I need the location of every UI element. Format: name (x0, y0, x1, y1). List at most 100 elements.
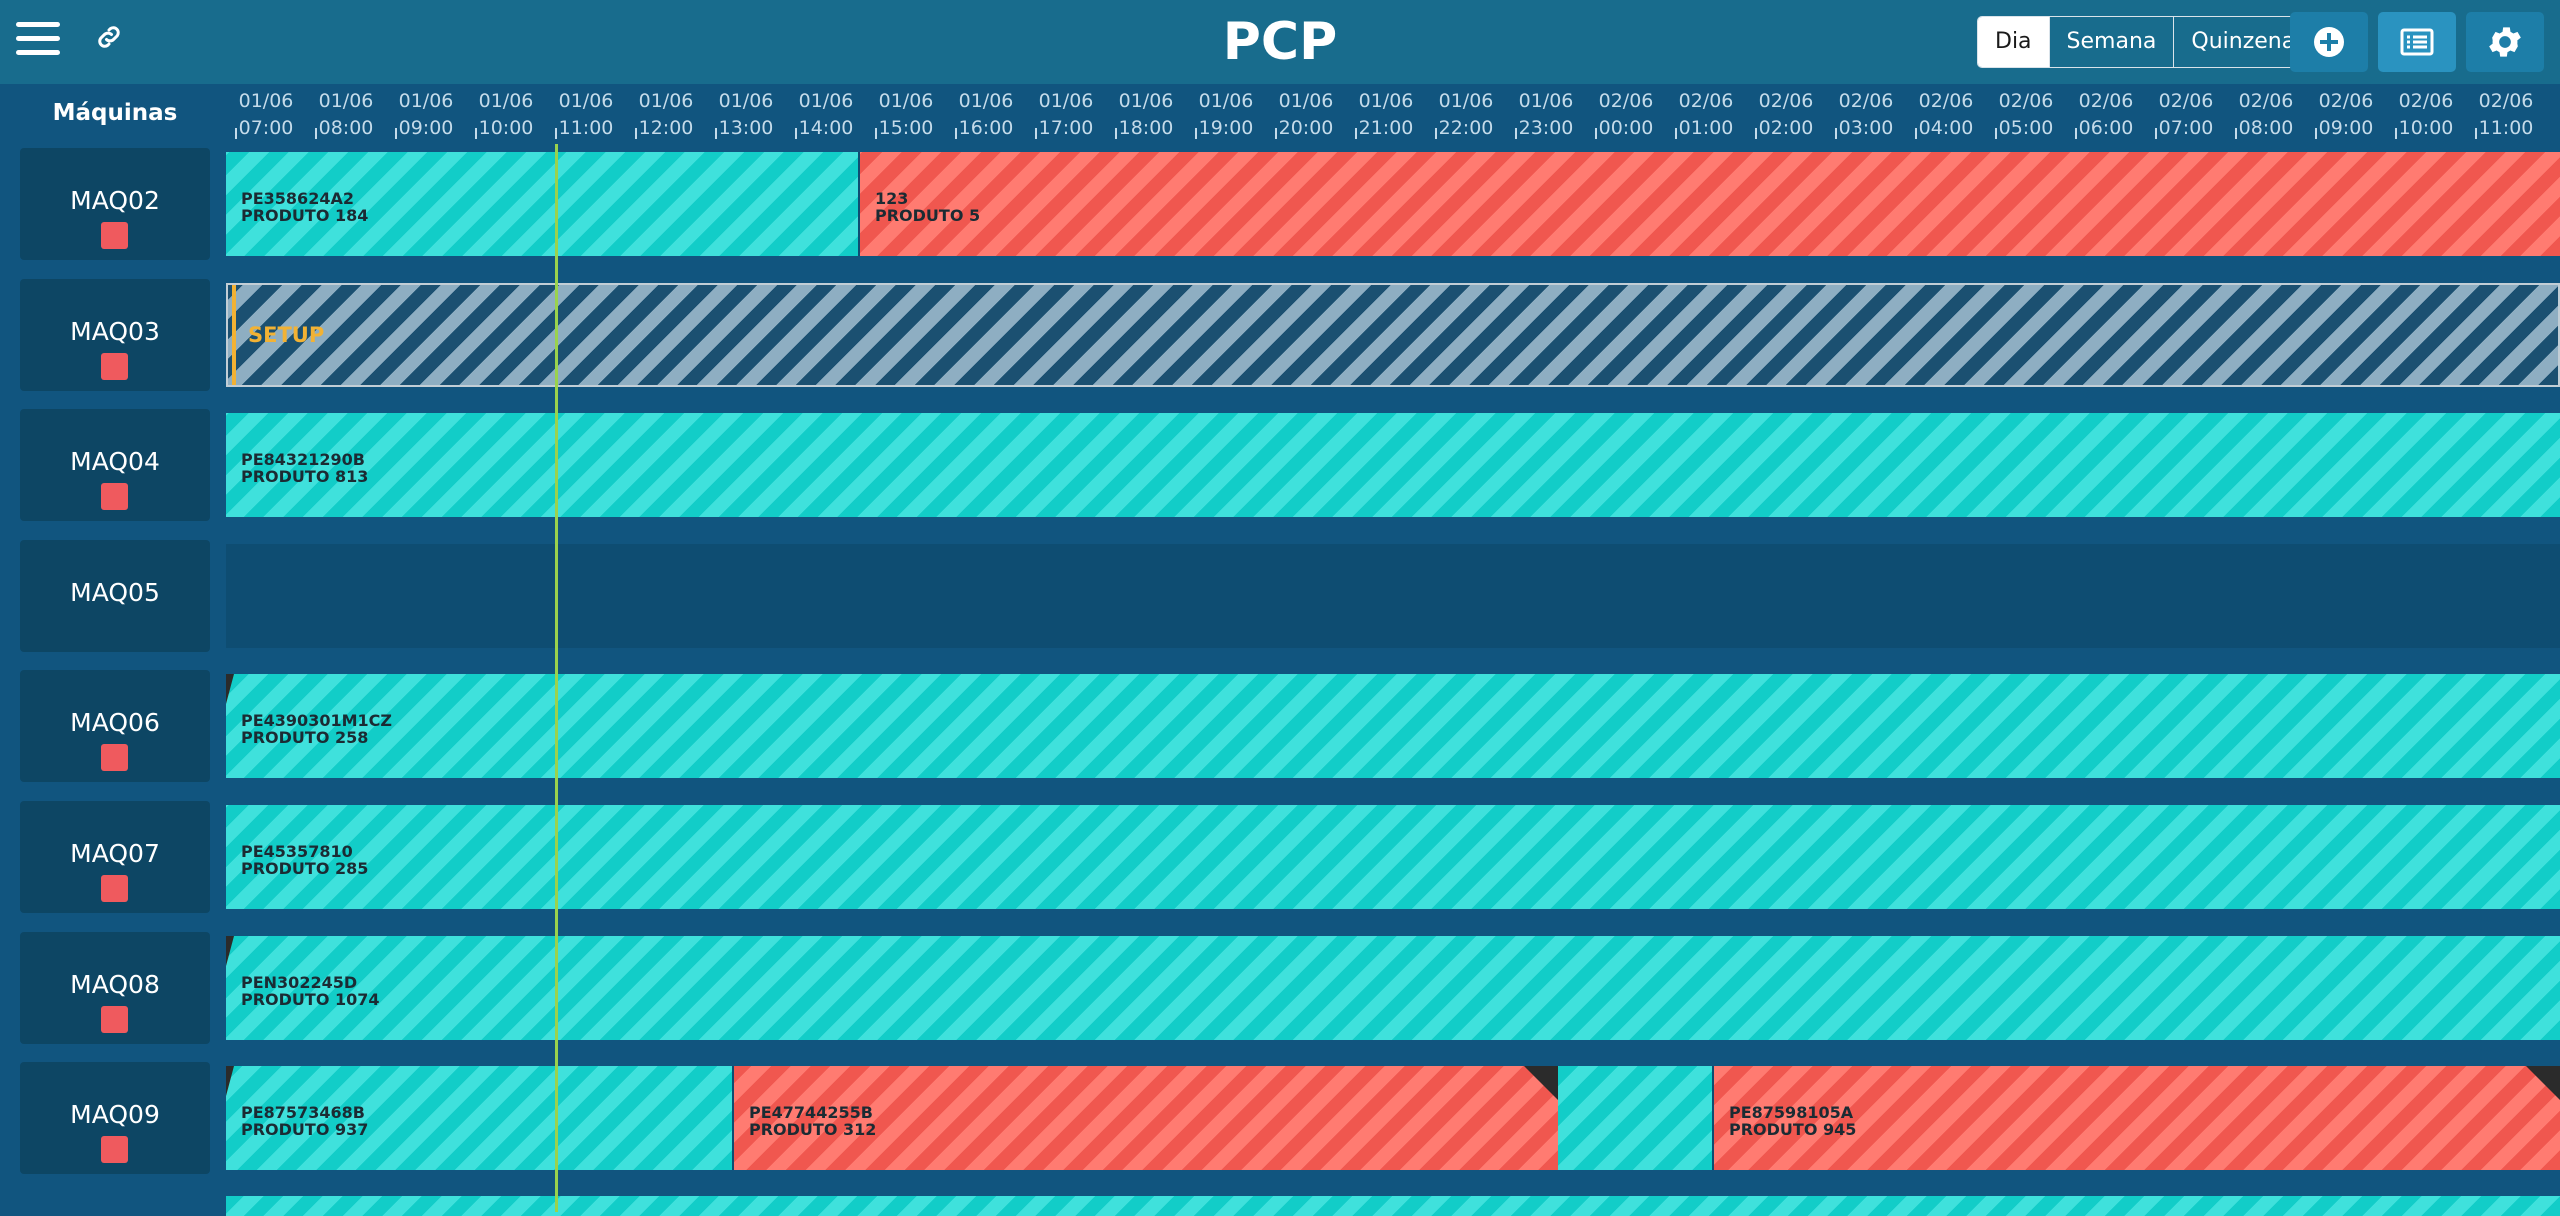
job-label: 123 PRODUTO 5 (875, 190, 980, 224)
tick-time: 22:00 (1438, 117, 1494, 139)
tick-time: 06:00 (2078, 117, 2134, 139)
view-day-button[interactable]: Dia (1978, 17, 2049, 67)
tick-mark (555, 128, 557, 139)
tick-date: 02/06 (2078, 90, 2134, 112)
machine-card[interactable]: MAQ07 (20, 801, 210, 913)
tick-date: 01/06 (238, 90, 294, 112)
job-order-code: PE87598105A (1729, 1103, 1854, 1123)
tick-mark (1595, 128, 1597, 139)
add-button[interactable] (2290, 12, 2368, 72)
tick-time: 07:00 (238, 117, 294, 139)
production-job[interactable]: PE358624A2 PRODUTO 184 (226, 152, 858, 256)
machine-lane: PE84321290B PRODUTO 813 (226, 413, 2560, 518)
tick-time: 23:00 (1518, 117, 1574, 139)
production-job[interactable]: 123 PRODUTO 5 (858, 152, 2560, 256)
job-product-name: PRODUTO 285 (241, 859, 369, 878)
time-tick-label: 01/06 10:00 (466, 88, 546, 142)
link-icon[interactable] (94, 22, 124, 52)
current-time-indicator (555, 144, 558, 1212)
setup-block[interactable]: SETUP (226, 282, 2560, 387)
time-tick-label: 02/06 06:00 (2066, 88, 2146, 142)
production-job[interactable]: PE45357810 PRODUTO 285 (226, 805, 2560, 909)
tick-mark (2235, 128, 2237, 139)
job-product-name: PRODUTO 1074 (241, 989, 380, 1009)
tick-mark (1115, 128, 1117, 139)
time-tick-label: 01/06 20:00 (1266, 88, 1346, 142)
production-job[interactable]: PE84321290B PRODUTO 813 (226, 413, 2560, 518)
machine-row: MAQ04 PE84321290B PRODUTO 813 (0, 409, 2560, 522)
view-toggle: Dia Semana Quinzena (1977, 16, 2314, 68)
tick-mark (955, 128, 957, 139)
tick-mark (715, 128, 717, 139)
machine-card[interactable]: MAQ05 (20, 539, 210, 652)
time-tick-label: 01/06 13:00 (706, 88, 786, 142)
list-button[interactable] (2378, 12, 2456, 72)
job-order-code: PE84321290B (241, 450, 365, 470)
tick-date: 02/06 (1998, 90, 2054, 112)
time-tick-label: 02/06 09:00 (2306, 88, 2386, 142)
tick-time: 08:00 (318, 117, 374, 139)
tick-mark (475, 128, 477, 139)
tick-time: 21:00 (1358, 117, 1414, 139)
machine-card[interactable]: MAQ03 (20, 278, 210, 391)
job-start-marker (226, 1066, 234, 1097)
machine-row: MAQ08 PEN302245D PRODUTO 1074 (0, 931, 2560, 1044)
tick-time: 09:00 (2318, 117, 2374, 139)
tick-time: 11:00 (558, 117, 614, 139)
production-job[interactable]: PEN302245D PRODUTO 1074 (226, 935, 2560, 1040)
tick-mark (1755, 128, 1757, 139)
tick-mark (2075, 128, 2077, 139)
time-tick-label: 01/06 12:00 (626, 88, 706, 142)
time-tick-label: 01/06 19:00 (1186, 88, 1266, 142)
machine-name: MAQ03 (70, 316, 160, 346)
tick-time: 17:00 (1038, 117, 1094, 139)
tick-mark (2395, 128, 2397, 139)
tick-time: 20:00 (1278, 117, 1334, 139)
tick-mark (315, 128, 317, 139)
tick-date: 01/06 (1118, 90, 1174, 112)
tick-mark (1915, 128, 1917, 139)
machine-row: MAQ06 PE4390301M1CZ PRODUTO 258 (0, 670, 2560, 783)
machine-card[interactable]: MAQ08 (20, 931, 210, 1044)
tick-date: 01/06 (1438, 90, 1494, 112)
job-order-code: 123 (875, 189, 909, 208)
tick-mark (1275, 128, 1277, 139)
production-job[interactable]: PE87573468B PRODUTO 937 (226, 1066, 732, 1171)
machine-name: MAQ02 (70, 186, 160, 215)
machine-card[interactable]: MAQ04 (20, 409, 210, 522)
job-corner-flag (1524, 1066, 1558, 1101)
time-tick-label: 02/06 08:00 (2226, 88, 2306, 142)
time-tick-label: 02/06 00:00 (1586, 88, 1666, 142)
job-order-code: PE4390301M1CZ (241, 711, 392, 731)
tick-mark (2155, 128, 2157, 139)
tick-date: 01/06 (318, 90, 374, 112)
add-icon (2314, 27, 2344, 57)
page-title: PCP (1222, 12, 1338, 72)
tick-date: 02/06 (1758, 90, 1814, 112)
production-job[interactable]: PE4390301M1CZ PRODUTO 258 (226, 674, 2560, 779)
time-tick-label: 01/06 15:00 (866, 88, 946, 142)
machine-status-indicator (101, 875, 128, 902)
machine-card[interactable]: MAQ06 (20, 670, 210, 783)
time-tick-label: 02/06 05:00 (1986, 88, 2066, 142)
tick-date: 02/06 (1678, 90, 1734, 112)
job-label: PE45357810 PRODUTO 285 (241, 843, 368, 877)
time-tick-label: 02/06 01:00 (1666, 88, 1746, 142)
view-week-button[interactable]: Semana (2048, 17, 2174, 67)
production-job[interactable]: PE47744255B PRODUTO 312 (732, 1066, 1558, 1171)
machine-card[interactable]: MAQ09 (20, 1062, 210, 1175)
production-job[interactable]: PE87598105A PRODUTO 945 (1712, 1066, 2560, 1171)
tick-date: 02/06 (2238, 90, 2294, 112)
partial-job-row[interactable] (226, 1196, 2560, 1216)
machine-card[interactable]: MAQ02 (20, 148, 210, 260)
settings-button[interactable] (2466, 12, 2544, 72)
view-fortnight-button[interactable]: Quinzena (2173, 17, 2312, 67)
job-product-name: PRODUTO 937 (241, 1120, 369, 1140)
tick-time: 12:00 (638, 117, 694, 139)
machine-lane: PE358624A2 PRODUTO 184 123 PRODUTO 5 (226, 152, 2560, 256)
tick-mark (1515, 128, 1517, 139)
menu-icon[interactable] (16, 22, 60, 56)
machine-status-indicator (101, 744, 128, 772)
time-tick-label: 02/06 10:00 (2386, 88, 2466, 142)
production-job[interactable] (1558, 1066, 1712, 1171)
